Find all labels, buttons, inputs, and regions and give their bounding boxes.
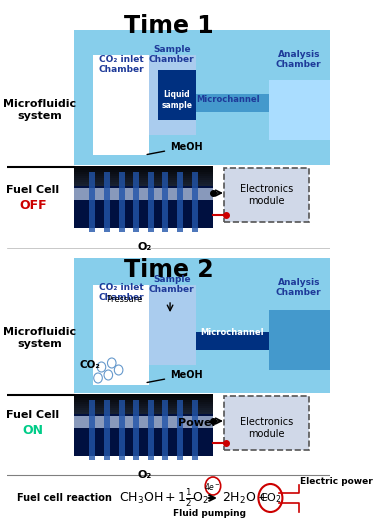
- Bar: [118, 172, 124, 232]
- Bar: [149, 285, 196, 365]
- Bar: [162, 172, 168, 232]
- Bar: [74, 402, 213, 404]
- Text: Fuel Cell: Fuel Cell: [6, 185, 59, 195]
- Text: Electronics
module: Electronics module: [240, 184, 293, 206]
- Bar: [269, 370, 330, 393]
- Bar: [269, 80, 330, 140]
- Bar: [196, 332, 269, 350]
- Bar: [104, 400, 110, 460]
- Bar: [74, 406, 213, 408]
- Text: MeOH: MeOH: [147, 370, 203, 383]
- FancyBboxPatch shape: [224, 168, 309, 222]
- Text: O₂: O₂: [137, 242, 152, 252]
- Bar: [104, 172, 110, 232]
- Text: Time 2: Time 2: [124, 258, 213, 282]
- Bar: [269, 140, 330, 165]
- Bar: [74, 404, 213, 406]
- Text: Electronics
module: Electronics module: [240, 417, 293, 439]
- Circle shape: [94, 373, 102, 383]
- Text: $\mathregular{CH_3OH + 1\frac{1}{2}O_2}$: $\mathregular{CH_3OH + 1\frac{1}{2}O_2}$: [118, 487, 209, 509]
- Text: Pressure: Pressure: [106, 295, 142, 304]
- Circle shape: [108, 358, 116, 368]
- Text: Electric power: Electric power: [300, 477, 373, 487]
- Text: Fluid pumping: Fluid pumping: [173, 510, 246, 518]
- Circle shape: [97, 362, 106, 372]
- Bar: [74, 410, 213, 412]
- FancyBboxPatch shape: [224, 396, 309, 450]
- Bar: [74, 394, 213, 396]
- Bar: [74, 200, 213, 228]
- Bar: [74, 168, 213, 170]
- Bar: [162, 400, 168, 460]
- Text: Analysis
Chamber: Analysis Chamber: [276, 50, 321, 69]
- Bar: [148, 172, 154, 232]
- Text: Analysis
Chamber: Analysis Chamber: [276, 278, 321, 297]
- Text: Microfluidic
system: Microfluidic system: [3, 99, 76, 121]
- Bar: [89, 172, 96, 232]
- Text: Sample
Chamber: Sample Chamber: [149, 45, 195, 64]
- Bar: [74, 180, 213, 182]
- Text: $\mathregular{CO_2}$: $\mathregular{CO_2}$: [259, 491, 282, 505]
- Bar: [74, 398, 213, 400]
- Bar: [93, 285, 149, 385]
- Bar: [74, 396, 213, 398]
- Bar: [74, 428, 213, 456]
- Text: CO₂: CO₂: [79, 360, 100, 370]
- Circle shape: [104, 370, 112, 380]
- Text: OFF: OFF: [19, 199, 47, 212]
- Text: Fuel Cell: Fuel Cell: [6, 410, 59, 420]
- Bar: [118, 400, 124, 460]
- FancyBboxPatch shape: [74, 30, 330, 165]
- Text: MeOH: MeOH: [147, 142, 203, 154]
- Bar: [158, 70, 196, 120]
- Bar: [196, 94, 269, 112]
- Bar: [74, 172, 213, 174]
- Text: Microchannel: Microchannel: [197, 95, 260, 104]
- Bar: [74, 188, 213, 200]
- Bar: [74, 182, 213, 184]
- Bar: [74, 176, 213, 178]
- Bar: [74, 178, 213, 180]
- Text: Power: Power: [178, 418, 217, 428]
- Bar: [148, 400, 154, 460]
- Bar: [133, 172, 139, 232]
- Text: CO₂ inlet
Chamber: CO₂ inlet Chamber: [99, 283, 144, 303]
- Bar: [177, 400, 183, 460]
- Bar: [74, 184, 213, 186]
- Bar: [74, 396, 213, 416]
- Bar: [93, 55, 149, 155]
- Text: ON: ON: [22, 423, 43, 436]
- Bar: [89, 400, 96, 460]
- Circle shape: [258, 484, 282, 512]
- Bar: [133, 400, 139, 460]
- Bar: [74, 400, 213, 402]
- Bar: [74, 416, 213, 428]
- Text: O₂: O₂: [137, 470, 152, 480]
- Text: Liquid
sample: Liquid sample: [161, 90, 193, 110]
- Text: Microfluidic
system: Microfluidic system: [3, 327, 76, 349]
- Bar: [149, 55, 196, 135]
- Bar: [74, 166, 213, 168]
- Text: Microchannel: Microchannel: [200, 328, 264, 337]
- Bar: [74, 170, 213, 172]
- Circle shape: [205, 477, 221, 495]
- Bar: [177, 172, 183, 232]
- Bar: [74, 174, 213, 176]
- Text: $\mathregular{2H_2O + }$: $\mathregular{2H_2O + }$: [221, 490, 268, 505]
- Bar: [191, 400, 197, 460]
- Bar: [74, 412, 213, 414]
- Bar: [74, 168, 213, 188]
- Text: CO₂ inlet
Chamber: CO₂ inlet Chamber: [99, 55, 144, 74]
- Bar: [191, 172, 197, 232]
- Text: Sample
Chamber: Sample Chamber: [149, 275, 195, 294]
- FancyBboxPatch shape: [74, 258, 330, 393]
- Bar: [74, 408, 213, 410]
- Text: Time 1: Time 1: [124, 14, 213, 38]
- Text: $4e^-$: $4e^-$: [205, 480, 221, 491]
- Circle shape: [114, 365, 123, 375]
- Bar: [269, 310, 330, 370]
- Text: Fuel cell reaction: Fuel cell reaction: [17, 493, 112, 503]
